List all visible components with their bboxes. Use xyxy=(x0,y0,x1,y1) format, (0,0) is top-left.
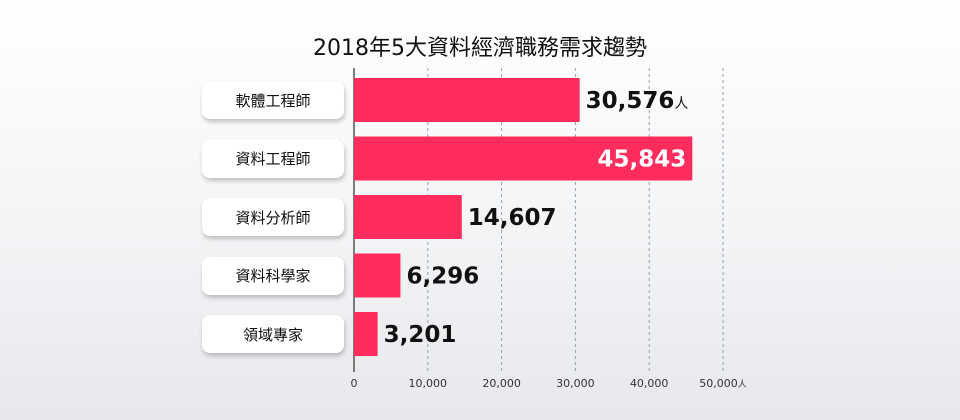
chart-title: 2018年5大資料經濟職務需求趨勢 xyxy=(313,36,647,61)
value-label-4: 3,201 xyxy=(384,322,457,348)
x-tick-label-3: 30,000 xyxy=(556,377,595,390)
value-label-1: 45,843 xyxy=(598,147,687,173)
bar-0 xyxy=(354,78,580,122)
value-label-0: 30,576人 xyxy=(586,88,689,114)
value-label-2: 14,607 xyxy=(468,205,557,231)
x-tick-label-2: 20,000 xyxy=(482,377,521,390)
category-label: 資料科學家 xyxy=(202,256,344,295)
category-label: 軟體工程師 xyxy=(202,81,344,119)
value-unit: 人 xyxy=(674,96,688,112)
bar-3 xyxy=(354,253,401,298)
bar-1 xyxy=(354,136,693,181)
x-tick-label-4: 40,000 xyxy=(630,377,669,390)
value-label-3: 6,296 xyxy=(406,264,479,290)
category-label: 資料工程師 xyxy=(202,139,344,178)
category-label: 領域專家 xyxy=(202,315,344,353)
bar-2 xyxy=(354,195,462,239)
category-label: 資料分析師 xyxy=(202,198,344,236)
x-tick-label-5: 50,000人 xyxy=(699,377,747,390)
x-tick-label-0: 0 xyxy=(351,377,358,390)
x-tick-label-1: 10,000 xyxy=(409,377,448,390)
x-axis-unit: 人 xyxy=(738,379,747,390)
bar-4 xyxy=(354,312,378,356)
